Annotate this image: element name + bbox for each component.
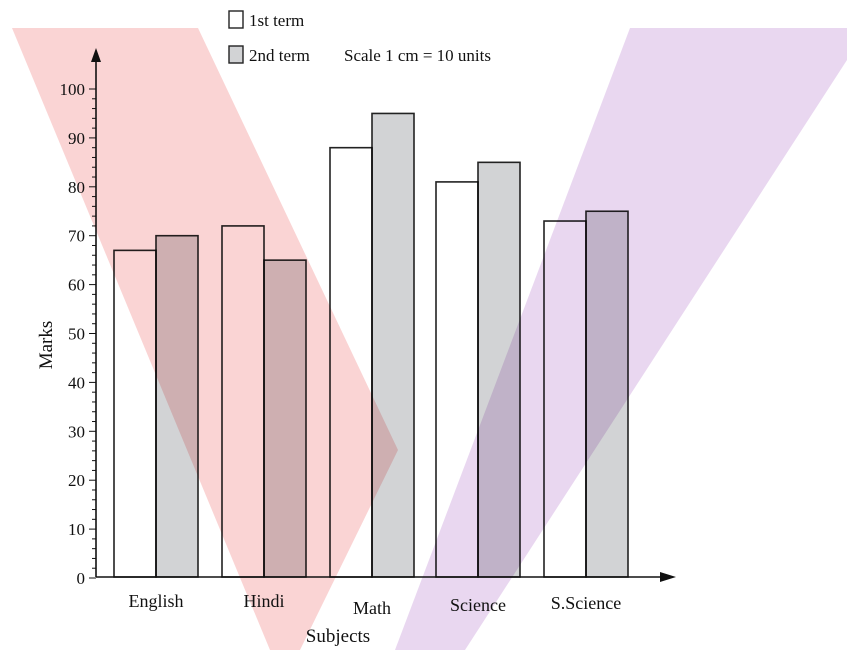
y-tick-label: 80 (68, 178, 85, 197)
bar-science-2nd-term (477, 161, 521, 578)
legend-label-2nd-term: 2nd term (249, 46, 310, 65)
scale-note: Scale 1 cm = 10 units (344, 46, 491, 65)
x-axis-arrow (660, 572, 676, 582)
bar-hindi-2nd-term (263, 259, 307, 578)
y-tick-label: 10 (68, 520, 85, 539)
legend-swatch-2nd-term (228, 45, 244, 64)
bar-s-science-2nd-term (585, 210, 629, 578)
y-tick-label: 40 (68, 373, 85, 392)
y-tick-label: 100 (60, 80, 86, 99)
axes-layer (91, 48, 676, 582)
bar-science-1st-term (435, 181, 479, 578)
y-tick-label: 0 (77, 569, 86, 588)
legend-swatch-1st-term (228, 10, 244, 29)
y-tick-label: 20 (68, 471, 85, 490)
legend: 1st term 2nd term Scale 1 cm = 10 units (228, 10, 491, 65)
y-tick-label: 30 (68, 422, 85, 441)
y-axis-arrow (91, 48, 101, 62)
y-tick-label: 50 (68, 325, 85, 344)
y-tick-label: 60 (68, 276, 85, 295)
bar-math-1st-term (329, 146, 373, 578)
y-tick-label: 90 (68, 129, 85, 148)
y-axis-title: Marks (36, 321, 57, 370)
bar-math-2nd-term (371, 112, 415, 578)
bar-english-2nd-term (155, 234, 199, 578)
x-axis-title: Subjects (306, 626, 370, 647)
x-category-label: Science (450, 595, 506, 615)
legend-label-1st-term: 1st term (249, 11, 304, 30)
x-category-label: English (128, 591, 183, 611)
y-ticks: 0 10 20 30 40 50 60 70 80 90 100 (60, 80, 96, 588)
bar-english-1st-term (113, 249, 157, 578)
bar-s-science-1st-term (543, 220, 587, 578)
x-category-label: Hindi (243, 591, 284, 611)
y-tick-label: 70 (68, 227, 85, 246)
x-category-labels: English Hindi Math Science S.Science (128, 591, 621, 618)
x-category-label: Math (353, 598, 391, 618)
bar-hindi-1st-term (221, 225, 265, 578)
bars-layer (113, 112, 629, 578)
x-category-label: S.Science (551, 593, 621, 613)
